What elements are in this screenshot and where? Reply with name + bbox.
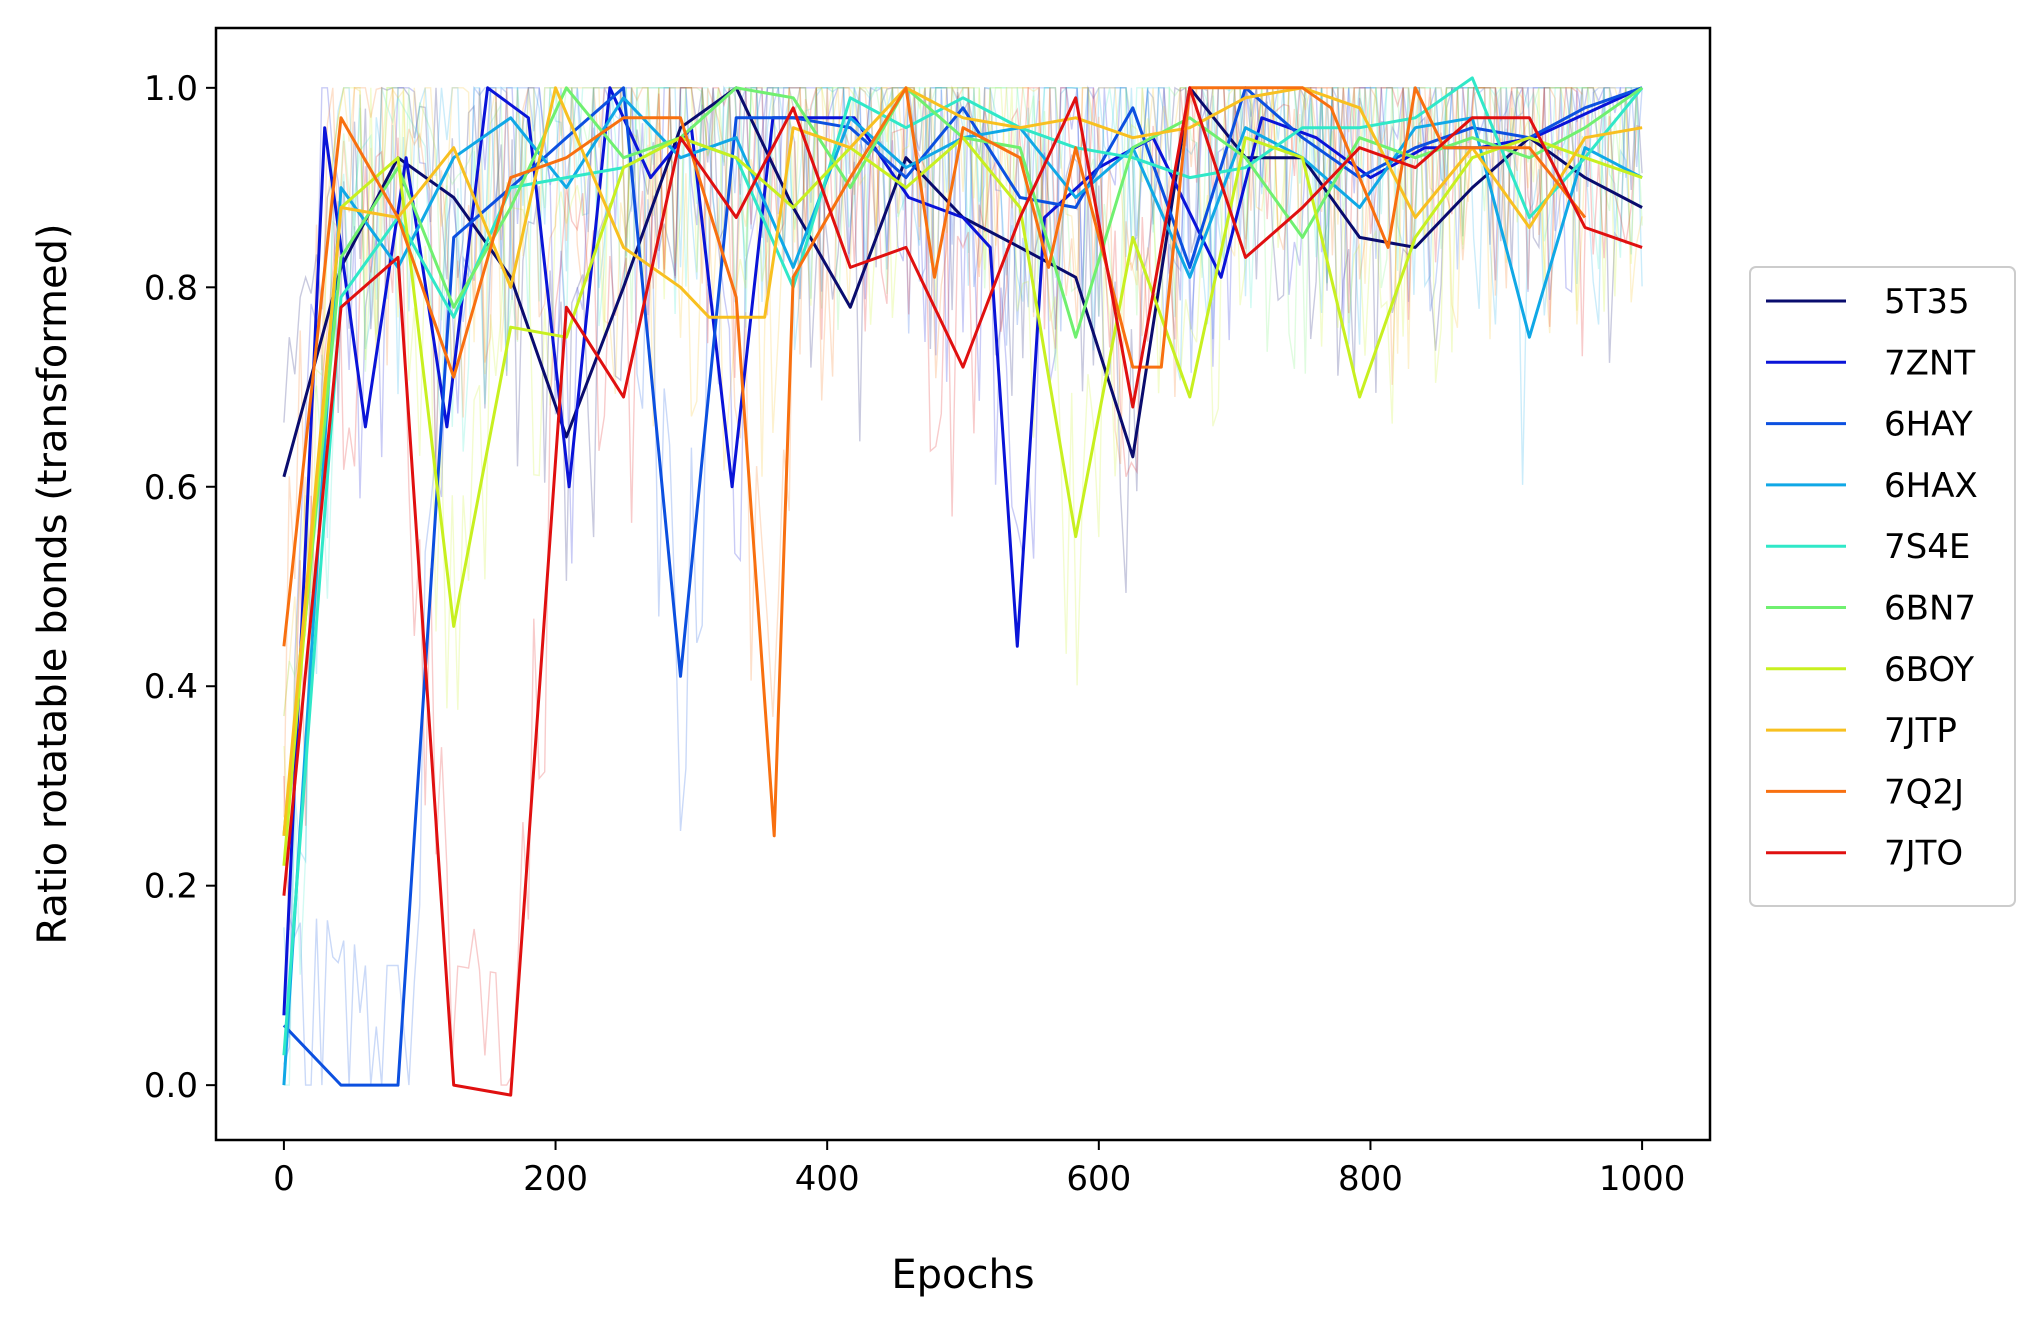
legend-label-6bn7: 6BN7 (1884, 589, 1976, 629)
legend-label-5t35: 5T35 (1884, 282, 1970, 322)
legend-label-6hay: 6HAY (1884, 405, 1973, 445)
x-tick-label: 600 (1066, 1159, 1131, 1199)
series-layer (282, 76, 1644, 1097)
legend-label-7znt: 7ZNT (1884, 343, 1975, 383)
y-tick-label: 0.2 (144, 867, 198, 907)
y-tick-label: 0.4 (144, 667, 198, 707)
y-tick-label: 0.8 (144, 268, 198, 308)
series-line-7jto (282, 86, 1643, 1097)
x-axis-title: Epochs (891, 1252, 1034, 1298)
series-line-6boy (282, 136, 1643, 866)
y-tick-label: 1.0 (144, 69, 198, 109)
legend-label-6boy: 6BOY (1884, 650, 1974, 690)
series-line-7s4e (282, 76, 1644, 1056)
y-axis: 0.0 0.2 0.4 0.6 0.8 1.0 (144, 69, 216, 1106)
y-tick-label: 0.0 (144, 1066, 198, 1106)
x-tick-label: 400 (795, 1159, 860, 1199)
legend-label-6hax: 6HAX (1884, 466, 1978, 506)
x-tick-label: 800 (1338, 1159, 1403, 1199)
series-line-7q2j (282, 86, 1587, 838)
legend-label-7jtp: 7JTP (1884, 711, 1957, 751)
legend-box (1749, 266, 2016, 907)
background-trace-5t35 (283, 86, 1643, 593)
x-tick-label: 1000 (1599, 1159, 1686, 1199)
legend-label-7jto: 7JTO (1884, 834, 1963, 874)
legend: 5T35 7ZNT 6HAY 6HAX 7S4E 6BN7 6BOY 7JTP 7Q2J 7JTO (1749, 266, 2016, 907)
x-tick-label: 0 (273, 1159, 295, 1199)
legend-label-7s4e: 7S4E (1884, 527, 1970, 567)
plot-frame (214, 26, 1712, 1142)
y-axis-title: Ratio rotatable bonds (transformed) (30, 223, 76, 944)
background-trace-6boy (283, 86, 1643, 839)
y-tick-label: 0.6 (144, 468, 198, 508)
legend-label-7q2j: 7Q2J (1884, 772, 1964, 812)
x-axis: 0 200 400 600 800 1000 (273, 1140, 1685, 1199)
background-trace-6bn7 (283, 85, 1643, 717)
x-tick-label: 200 (523, 1159, 588, 1199)
